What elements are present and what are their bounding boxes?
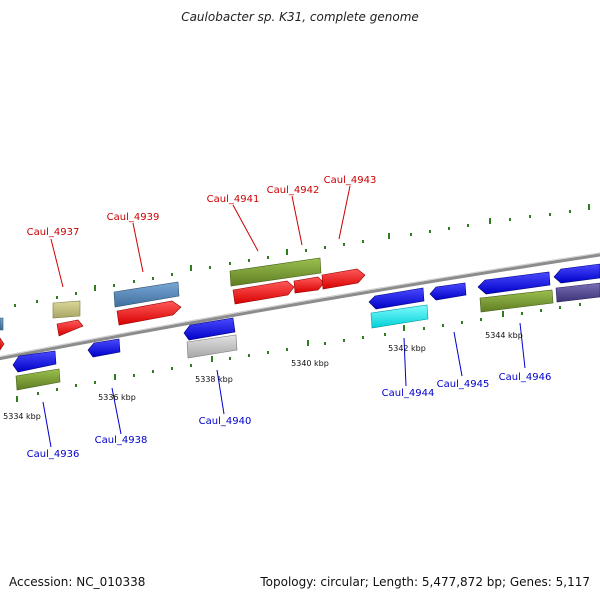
- upper-tick-row: [14, 204, 590, 307]
- gene-label[interactable]: Caul_4946: [499, 372, 552, 383]
- scale-label: 5338 kbp: [195, 375, 233, 384]
- gene-arrow-olive[interactable]: [479, 289, 554, 313]
- gene-arrow-steelblue[interactable]: [113, 281, 180, 308]
- gene-arrow-blue[interactable]: [429, 282, 467, 301]
- lower-strand-genes: [0, 263, 600, 391]
- gene-arrow-red[interactable]: [116, 300, 182, 326]
- gene-arrow-blue[interactable]: [183, 317, 236, 341]
- gene-label[interactable]: Caul_4941: [207, 194, 260, 205]
- gene-arrow-olive[interactable]: [229, 257, 322, 287]
- genome-summary-text: Topology: circular; Length: 5,477,872 bp…: [260, 575, 590, 589]
- genome-backbone-highlight: [0, 252, 600, 358]
- map-title: Caulobacter sp. K31, complete genome: [181, 10, 419, 24]
- gene-label[interactable]: Caul_4939: [107, 212, 160, 223]
- scale-label: 5344 kbp: [485, 331, 523, 340]
- lower-tick-row: [16, 303, 581, 402]
- gene-label[interactable]: Caul_4944: [382, 388, 435, 399]
- gene-label[interactable]: Caul_4945: [437, 379, 490, 390]
- gene-arrow-red[interactable]: [293, 276, 325, 294]
- gene-arrow-purple[interactable]: [555, 282, 600, 303]
- gene-arrow-blue[interactable]: [12, 350, 57, 373]
- accession-text: Accession: NC_010338: [9, 575, 146, 589]
- gene-labels: Caul_4936 Caul_4937 Caul_4938 Caul_4939 …: [27, 175, 552, 460]
- scale-label: 5336 kbp: [98, 393, 136, 402]
- gene-arrow-red[interactable]: [0, 337, 5, 351]
- gene-arrow-red[interactable]: [232, 280, 295, 305]
- gene-arrow-red[interactable]: [56, 319, 84, 337]
- gene-arrow-steelblue[interactable]: [0, 317, 4, 331]
- gene-label[interactable]: Caul_4943: [324, 175, 377, 186]
- gene-label[interactable]: Caul_4942: [267, 185, 320, 196]
- scale-labels: 5334 kbp 5336 kbp 5338 kbp 5340 kbp 5342…: [3, 331, 523, 421]
- gene-arrow-red[interactable]: [321, 268, 366, 290]
- genome-backbone: [0, 252, 600, 361]
- gene-arrow-blue[interactable]: [368, 287, 425, 310]
- scale-label: 5342 kbp: [388, 344, 426, 353]
- label-leader-lines: [42, 185, 526, 448]
- gene-arrow-blue[interactable]: [87, 338, 121, 358]
- gene-arrow-blue[interactable]: [553, 263, 600, 284]
- scale-label: 5340 kbp: [291, 359, 329, 368]
- gene-arrow-khaki[interactable]: [52, 300, 81, 319]
- gene-arrow-grey[interactable]: [186, 334, 238, 359]
- gene-label[interactable]: Caul_4936: [27, 449, 80, 460]
- gene-label[interactable]: Caul_4937: [27, 227, 80, 238]
- scale-label: 5334 kbp: [3, 412, 41, 421]
- gene-label[interactable]: Caul_4940: [199, 416, 252, 427]
- gene-label[interactable]: Caul_4938: [95, 435, 148, 446]
- upper-strand-genes: [0, 257, 366, 351]
- gene-arrow-blue[interactable]: [477, 271, 551, 295]
- gene-arrow-cyan[interactable]: [370, 304, 429, 329]
- gene-arrow-olive[interactable]: [15, 368, 61, 391]
